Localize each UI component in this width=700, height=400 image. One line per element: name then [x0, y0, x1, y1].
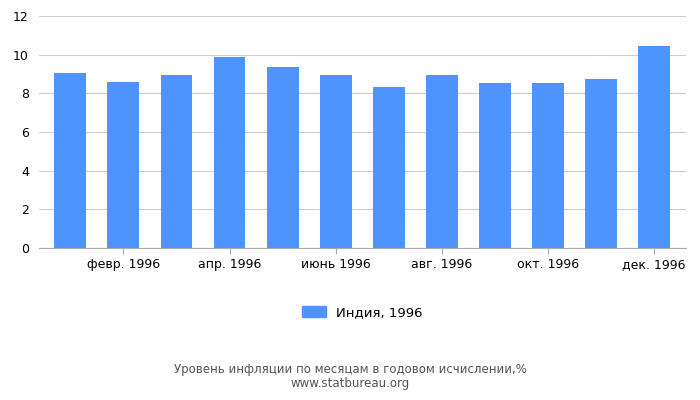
- Bar: [214, 57, 246, 248]
- Bar: [638, 46, 670, 248]
- Bar: [267, 67, 299, 248]
- Bar: [55, 73, 86, 248]
- Bar: [426, 74, 458, 248]
- Bar: [320, 75, 351, 248]
- Bar: [532, 83, 564, 248]
- Bar: [373, 86, 405, 248]
- Bar: [160, 75, 193, 248]
- Bar: [479, 83, 511, 248]
- Bar: [585, 79, 617, 248]
- Bar: [108, 82, 139, 248]
- Text: www.statbureau.org: www.statbureau.org: [290, 377, 410, 390]
- Legend: Индия, 1996: Индия, 1996: [302, 306, 423, 319]
- Text: Уровень инфляции по месяцам в годовом исчислении,%: Уровень инфляции по месяцам в годовом ис…: [174, 364, 526, 376]
